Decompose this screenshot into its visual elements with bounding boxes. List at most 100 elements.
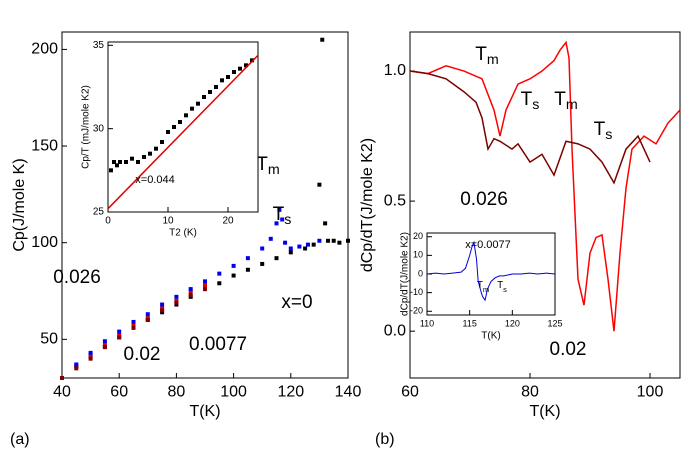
data-point	[174, 294, 179, 299]
data-point	[317, 238, 322, 243]
data-point	[154, 146, 158, 151]
data-point	[244, 63, 248, 68]
data-point	[190, 106, 194, 111]
series-line	[409, 40, 681, 332]
data-point	[311, 242, 316, 247]
annotation: Tm	[554, 89, 577, 113]
data-point	[117, 335, 122, 340]
data-point	[297, 244, 302, 249]
data-point	[74, 362, 79, 367]
x-tick-label: 100	[220, 384, 247, 401]
y-tick-label: 35	[93, 40, 105, 51]
annotation: Tm	[475, 44, 498, 68]
series-label: 0.026	[53, 267, 101, 288]
x-tick-label: 60	[110, 384, 128, 401]
data-point	[325, 238, 330, 243]
data-point	[260, 246, 265, 251]
series-label: 0.02	[550, 339, 587, 360]
data-point	[323, 221, 328, 226]
data-point	[196, 101, 200, 106]
x-tick-label: 80	[521, 384, 539, 401]
series-line	[409, 70, 651, 185]
panel-label: (a)	[10, 431, 30, 448]
data-point	[208, 90, 212, 94]
data-point	[217, 281, 222, 286]
data-point	[226, 75, 230, 79]
y-tick-label: 50	[40, 331, 58, 348]
data-point	[337, 240, 342, 245]
data-point	[220, 78, 224, 83]
series-line	[426, 240, 556, 302]
data-point	[305, 242, 310, 247]
data-point	[160, 308, 165, 313]
data-point	[102, 339, 107, 344]
y-axis-label: Cp/T (mJ/mole K2)	[81, 85, 92, 169]
x-tick-label: 0	[105, 216, 111, 227]
x-tick-label: 120	[277, 384, 304, 401]
y-axis-label: dCp/dT(J/mole K2)	[400, 232, 411, 316]
x-tick-label: 60	[401, 384, 419, 401]
data-point	[188, 287, 193, 292]
annotation: Tm	[256, 154, 279, 178]
data-point	[274, 256, 279, 261]
data-point	[231, 273, 236, 278]
data-point	[238, 66, 242, 71]
data-point	[320, 37, 325, 42]
x-tick-label: 80	[168, 384, 186, 401]
x-tick-label: 40	[53, 384, 71, 401]
data-point	[145, 312, 150, 317]
x-axis-label: T2 (K)	[169, 228, 197, 239]
data-point	[188, 292, 193, 297]
data-point	[174, 300, 179, 305]
series-label: 0.026	[460, 189, 508, 210]
series-label: 0.02	[124, 344, 161, 365]
data-point	[203, 287, 207, 292]
chart: 110 115 120 125 -20 -10 0 10 20 T(K) dCp/dT(J/mole…	[400, 231, 563, 342]
data-point	[115, 163, 119, 168]
data-point	[214, 85, 218, 89]
annotation: x=0.044	[135, 174, 174, 186]
series-line	[107, 54, 259, 210]
data-point	[172, 125, 176, 129]
y-tick-label: 25	[93, 207, 105, 218]
plot-frame	[409, 31, 681, 379]
data-point	[74, 366, 79, 371]
annotation: Ts	[521, 89, 540, 113]
data-point	[203, 283, 207, 288]
data-point	[268, 236, 273, 241]
data-point	[274, 221, 279, 226]
data-point	[145, 318, 150, 323]
panel-label: (b)	[375, 431, 395, 448]
y-tick-label: 1.0	[384, 62, 406, 79]
data-point	[288, 250, 293, 255]
data-point	[118, 160, 122, 164]
series-label: x=0	[281, 292, 312, 313]
data-point	[160, 140, 164, 144]
data-point	[124, 160, 128, 164]
data-point	[202, 95, 206, 99]
annotation: Ts	[273, 204, 292, 228]
data-point	[131, 325, 136, 330]
y-tick-label: -10	[410, 287, 423, 297]
y-tick-label: 20	[413, 231, 423, 241]
data-point	[102, 345, 107, 350]
data-point	[303, 246, 308, 251]
x-tick-label: 100	[637, 384, 664, 401]
data-point	[142, 155, 146, 159]
annotation: x=0.0077	[465, 239, 511, 251]
annotation: Ts	[594, 119, 613, 143]
y-tick-label: 100	[31, 234, 58, 251]
data-point	[203, 279, 207, 284]
y-tick-label: -20	[410, 306, 423, 316]
y-tick-label: 0.0	[384, 322, 406, 339]
data-point	[178, 120, 182, 124]
data-point	[331, 238, 336, 243]
annotation: Ts	[497, 280, 507, 294]
data-point	[166, 130, 170, 134]
x-tick-label: 10	[162, 216, 174, 227]
data-point	[88, 356, 93, 361]
data-point	[217, 271, 222, 276]
data-point	[346, 238, 350, 243]
data-point	[245, 267, 250, 272]
